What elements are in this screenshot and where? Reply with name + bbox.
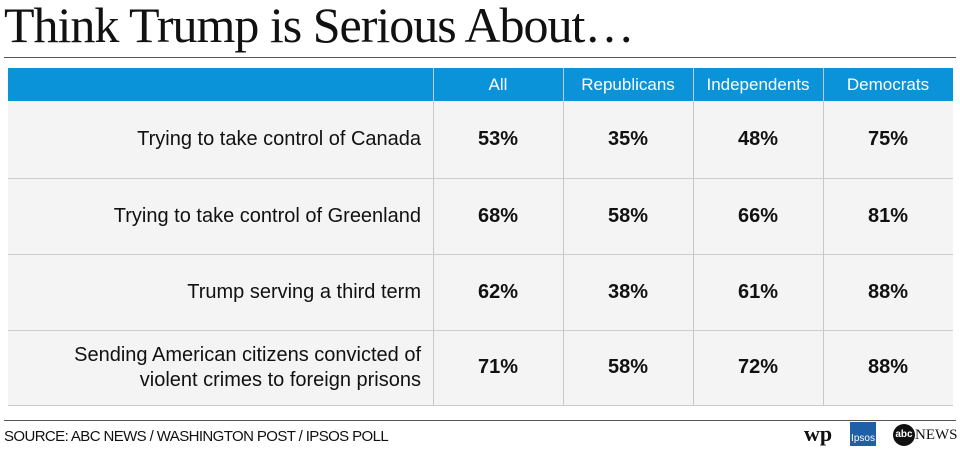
cell: 68% <box>477 204 519 227</box>
cell: 61% <box>737 280 779 303</box>
cell: 72% <box>737 356 779 378</box>
cell: 71% <box>477 356 519 378</box>
column-header: All <box>488 75 508 94</box>
logo: wp <box>804 421 833 446</box>
column-header: Republicans <box>581 75 675 94</box>
cell: 58% <box>607 204 649 227</box>
logo: abc <box>893 424 915 446</box>
column-divider <box>693 68 694 405</box>
column-divider <box>563 68 564 405</box>
title: Think Trump is Serious About… <box>4 0 634 53</box>
column-header: Independents <box>706 75 810 94</box>
row-bg <box>8 178 953 254</box>
row-bg <box>8 254 953 330</box>
row-bg <box>8 330 953 405</box>
row-label: Trying to take control of Greenland <box>113 204 421 227</box>
row-label: Trying to take control of Canada <box>137 128 421 150</box>
cell: 58% <box>607 356 649 378</box>
row-label: Trump serving a third term <box>187 280 421 303</box>
cell: 66% <box>737 204 779 227</box>
cell: 81% <box>867 204 909 227</box>
cell: 35% <box>607 128 649 150</box>
cell: 88% <box>867 356 909 378</box>
cell: 75% <box>867 128 909 150</box>
header-bar <box>8 68 953 101</box>
cell: 88% <box>867 280 909 303</box>
column-header: Democrats <box>846 75 930 94</box>
source: SOURCE: ABC NEWS / WASHINGTON POST / IPS… <box>4 428 389 445</box>
logo: NEWS <box>915 427 958 443</box>
column-divider <box>433 68 434 405</box>
cell: 62% <box>477 280 519 303</box>
rule <box>4 57 956 58</box>
logo: Ipsos <box>850 422 876 446</box>
cell: 38% <box>607 280 649 303</box>
cell: 53% <box>477 128 519 150</box>
cell: 48% <box>737 128 779 150</box>
row-divider <box>8 178 953 179</box>
row-bg <box>8 101 953 178</box>
row-divider <box>8 254 953 255</box>
row-divider <box>8 405 953 406</box>
row-label: Sending American citizens convicted of v… <box>74 343 421 391</box>
rule <box>4 420 956 421</box>
column-divider <box>823 68 824 405</box>
row-divider <box>8 330 953 331</box>
